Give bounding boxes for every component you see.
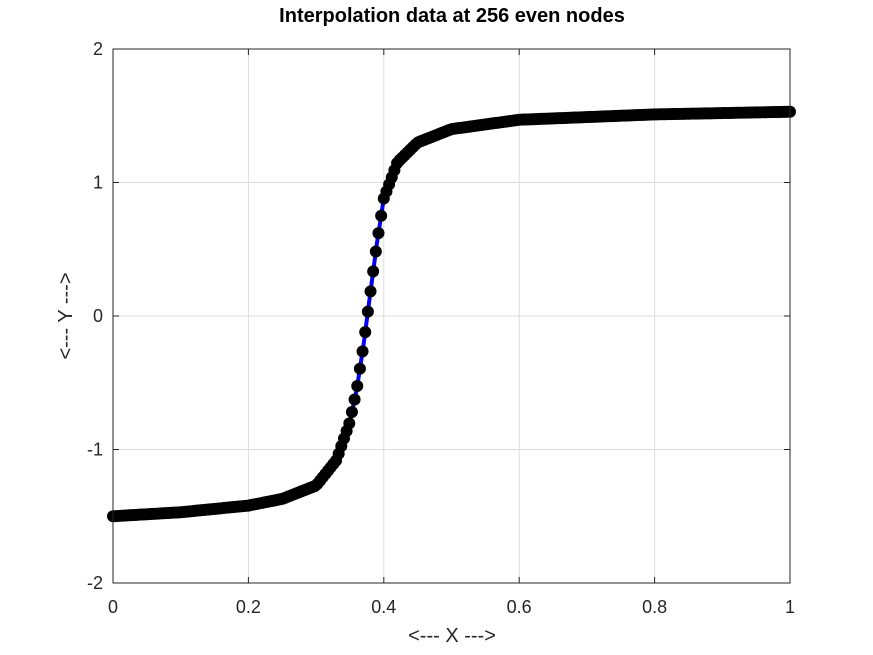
node-point (375, 209, 388, 222)
node-point (343, 417, 356, 430)
y-tick-label: -2 (87, 573, 103, 593)
node-point (345, 406, 358, 419)
x-tick-label: 0.6 (507, 597, 532, 617)
interpolant-layer (112, 109, 791, 519)
y-axis-label: <--- Y ---> (55, 272, 77, 359)
y-axis: -2 -1 0 1 2 (87, 39, 790, 593)
x-tick-label: 1 (785, 597, 795, 617)
chart-title: Interpolation data at 256 even nodes (279, 5, 625, 27)
node-point (372, 227, 385, 240)
node-point (364, 285, 377, 298)
node-point (361, 305, 374, 318)
x-tick-label: 0.8 (642, 597, 667, 617)
y-tick-label: -1 (87, 440, 103, 460)
y-tick-label: 0 (93, 306, 103, 326)
x-axis: 0 0.2 0.4 0.6 0.8 1 (108, 49, 795, 617)
node-point (351, 379, 364, 392)
node-markers (107, 105, 796, 523)
node-point (369, 245, 382, 258)
interpolant-line (112, 109, 791, 519)
x-tick-label: 0.4 (371, 597, 396, 617)
node-point (367, 265, 380, 278)
node-point (348, 393, 361, 406)
node-point (353, 362, 366, 375)
node-point (356, 345, 369, 358)
y-tick-label: 2 (93, 39, 103, 59)
node-point (359, 326, 372, 339)
x-tick-label: 0.2 (236, 597, 261, 617)
x-axis-label: <--- X ---> (408, 625, 496, 647)
y-tick-label: 1 (93, 173, 103, 193)
x-tick-label: 0 (108, 597, 118, 617)
